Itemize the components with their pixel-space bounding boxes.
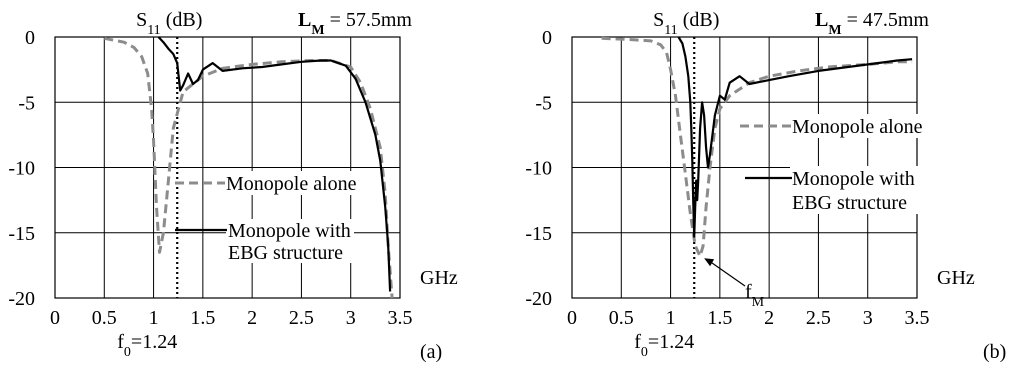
panel-a-y-tick-label: -5 bbox=[18, 92, 35, 114]
panel-b-panel-label: (b) bbox=[983, 341, 1006, 363]
panel-a-legend-bg bbox=[228, 171, 353, 195]
panel-a-x-tick-label: 0.5 bbox=[92, 307, 117, 329]
panel-b-param-label: LM = 47.5mm bbox=[815, 9, 929, 38]
panel-a-legend-label-monopole-alone: Monopole alone bbox=[226, 173, 357, 195]
panel-a-panel-label: (a) bbox=[420, 341, 442, 363]
panel-a-x-tick-label: 1.5 bbox=[190, 307, 215, 329]
panel-b-legend-label-monopole-ebg: Monopole with bbox=[792, 168, 915, 190]
panel-a-x-tick-label: 3.5 bbox=[388, 307, 413, 329]
panel-b-series-monopole-alone-line bbox=[601, 36, 913, 258]
panel-a-y-tick-label: -15 bbox=[8, 223, 35, 245]
panel-a-title: S11 (dB) bbox=[136, 9, 202, 38]
panel-a-y-tick-label: -20 bbox=[8, 288, 35, 310]
panel-b-x-axis-label: GHz bbox=[937, 267, 975, 289]
panel-a-series-monopole-alone-line bbox=[104, 36, 394, 299]
panel-b-y-tick-label: -15 bbox=[525, 223, 552, 245]
panel-a-plot-frame bbox=[54, 36, 401, 299]
panel-a-y-tick-label: -10 bbox=[8, 158, 35, 180]
panel-a-x-tick-label: 2 bbox=[247, 307, 257, 329]
panel-b-f0-label: f0=1.24 bbox=[634, 331, 694, 360]
panel-a-x-tick-label: 2.5 bbox=[289, 307, 314, 329]
panel-b-fm-label: fM bbox=[745, 281, 765, 310]
panel-b-title: S11 (dB) bbox=[653, 9, 719, 38]
panel-b-fm-arrow-line bbox=[707, 259, 746, 287]
panel-a-legend-bg2 bbox=[226, 219, 354, 263]
panel-a-x-axis-label: GHz bbox=[420, 267, 458, 289]
panel-b-x-tick-label: 2 bbox=[764, 307, 774, 329]
panel-b-x-tick-label: 2.5 bbox=[806, 307, 831, 329]
panel-b-fm-arrow-head bbox=[704, 258, 715, 267]
panel-a-param-label: LM = 57.5mm bbox=[298, 9, 412, 38]
panel-b-x-tick-label: 0.5 bbox=[609, 307, 634, 329]
panel-a-series-monopole-ebg-line bbox=[157, 36, 392, 292]
panel-b-x-tick-label: 1 bbox=[666, 307, 676, 329]
panel-b-x-tick-label: 3 bbox=[863, 307, 873, 329]
panel-a-x-tick-label: 3 bbox=[346, 307, 356, 329]
panel-b-legend-bg2 bbox=[790, 166, 928, 214]
panel-b-series-monopole-ebg-line bbox=[677, 36, 913, 238]
panel-b-y-tick-label: -5 bbox=[535, 92, 552, 114]
panel-a-x-tick-label: 0 bbox=[50, 307, 60, 329]
panel-b-x-tick-label: 1.5 bbox=[707, 307, 732, 329]
panel-b-legend-label-monopole-ebg-2: EBG structure bbox=[792, 192, 907, 214]
panel-b-y-tick-label: -20 bbox=[525, 288, 552, 310]
panel-b-legend-label-monopole-alone: Monopole alone bbox=[792, 116, 923, 138]
panel-b-legend-bg bbox=[796, 114, 931, 138]
panel-b-y-tick-label: -10 bbox=[525, 158, 552, 180]
panel-a-x-tick-label: 1 bbox=[149, 307, 159, 329]
panel-a-legend-label-monopole-ebg: Monopole with bbox=[228, 220, 351, 242]
panel-b-y-tick-label: 0 bbox=[542, 27, 552, 49]
panel-b-x-tick-label: 0 bbox=[567, 307, 577, 329]
panel-a-legend-label-monopole-ebg-2: EBG structure bbox=[228, 242, 343, 264]
panel-b-x-tick-label: 3.5 bbox=[905, 307, 930, 329]
panel-a-y-tick-label: 0 bbox=[25, 27, 35, 49]
panel-a-f0-label: f0=1.24 bbox=[117, 331, 177, 360]
